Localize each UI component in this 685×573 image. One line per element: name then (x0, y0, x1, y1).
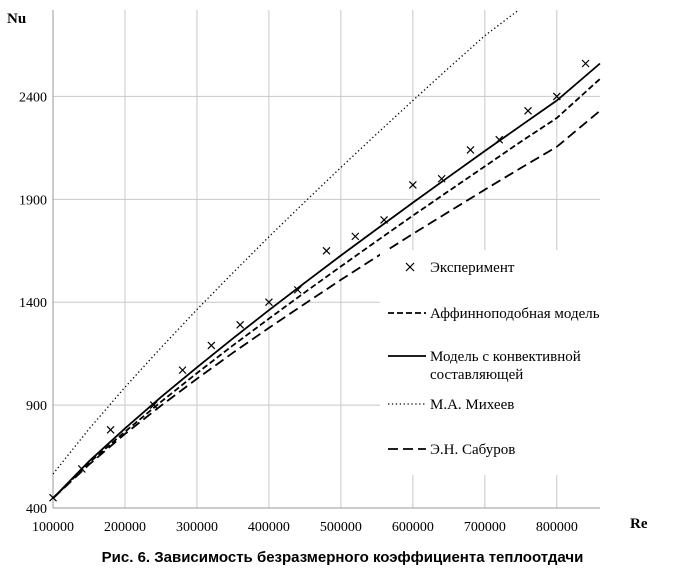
legend-label: Эксперимент (430, 260, 515, 276)
legend-label: составляющей (430, 367, 523, 383)
plot-border (52, 10, 600, 509)
legend-label: Аффинноподобная модель (430, 306, 600, 322)
legend: Эксперимент Аффинноподобная модель Модель … (388, 260, 600, 458)
experiment-point (581, 59, 590, 68)
x-tick-label: 400000 (248, 520, 290, 535)
x-tick-label: 500000 (320, 520, 362, 535)
y-tick-label: 1900 (19, 193, 47, 208)
x-tick-label: 800000 (536, 520, 578, 535)
legend-label: М.А. Михеев (430, 397, 514, 413)
experiment-point (178, 366, 187, 375)
y-tick-label: 400 (26, 502, 47, 517)
y-tick-label: 900 (26, 399, 47, 414)
legend-label: Э.Н. Сабуров (430, 442, 515, 458)
experiment-point (236, 320, 245, 329)
experiment-point (149, 401, 158, 410)
x-tick-label: 600000 (392, 520, 434, 535)
experiment-point (106, 425, 115, 434)
experiment-point (466, 146, 475, 154)
experiment-point (524, 106, 532, 115)
y-tick-label: 1400 (19, 296, 47, 311)
series-dashed-line (52, 78, 601, 499)
legend-item: Аффинноподобная модель (388, 306, 600, 322)
legend-item: Модель с конвективной составляющей (388, 349, 581, 383)
x-tick-label: 100000 (32, 520, 74, 535)
legend-item: Э.Н. Сабуров (388, 442, 515, 458)
x-tick-label: 200000 (104, 520, 146, 535)
experiment-point (264, 298, 273, 307)
legend-label: Модель с конвективной (430, 349, 581, 365)
figure-caption: Рис. 6. Зависимость безразмерного коэффи… (101, 549, 584, 566)
experiment-point (207, 341, 216, 350)
experiment-point (408, 180, 417, 189)
ticks-layer: 100000 200000 300000 400000 500000 600000 7000… (19, 90, 578, 535)
series-solid-line (52, 62, 601, 499)
legend-item: М.А. Михеев (388, 397, 514, 413)
x-axis-label: Re (630, 516, 648, 532)
legend-item: Эксперимент (405, 260, 515, 276)
chart: 100000 200000 300000 400000 500000 600000 7000… (7, 9, 648, 535)
legend-marker-x (405, 262, 415, 272)
x-tick-label: 300000 (176, 520, 218, 535)
y-axis-label: Nu (7, 11, 26, 27)
y-tick-label: 2400 (19, 90, 47, 105)
experiment-point (351, 232, 360, 241)
legend-background (380, 250, 605, 475)
series-layer (49, 9, 601, 502)
experiment-point (322, 246, 331, 255)
series-dotted-line (52, 9, 520, 475)
x-tick-label: 700000 (464, 520, 506, 535)
